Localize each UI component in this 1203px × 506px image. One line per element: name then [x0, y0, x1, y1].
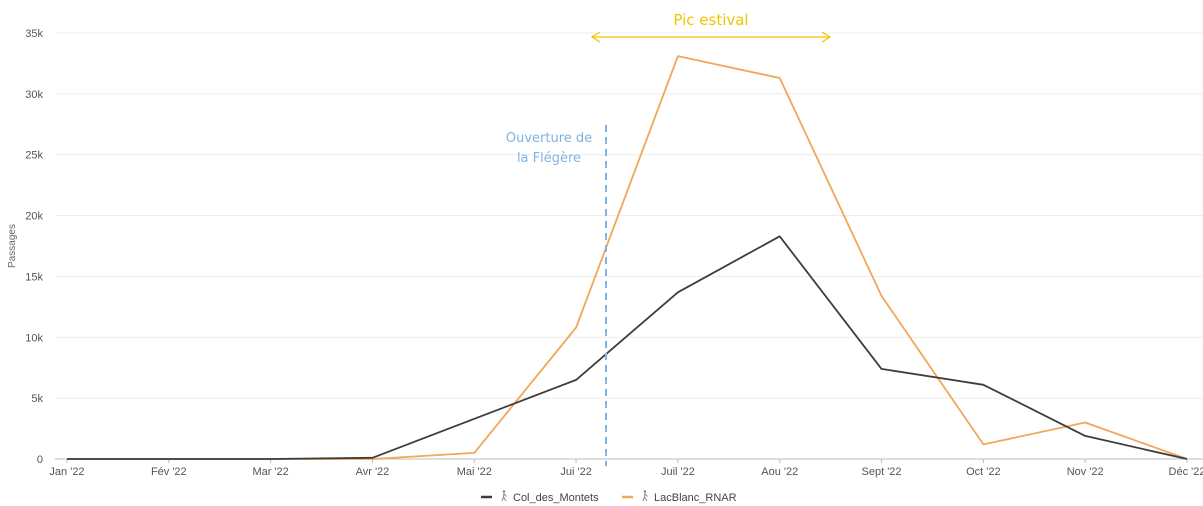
legend-label: Col_des_Montets: [513, 492, 599, 504]
y-axis-title: Passages: [7, 224, 18, 268]
hiker-icon: [642, 490, 648, 502]
legend-label: LacBlanc_RNAR: [654, 492, 737, 504]
x-tick-label: Mar '22: [252, 466, 288, 478]
y-tick-label: 5k: [31, 393, 43, 405]
x-tick-label: Avr '22: [356, 466, 390, 478]
x-tick-label: Fév '22: [151, 466, 187, 478]
x-tick-label: Déc '22: [1169, 466, 1203, 478]
hiker-icon: [501, 490, 507, 502]
x-tick-label: Jan '22: [49, 466, 84, 478]
hiker-icon-head: [643, 490, 647, 493]
hiker-icon-body: [642, 492, 648, 502]
y-tick-label: 15k: [25, 271, 43, 283]
opening-annotation-line-1: Ouverture de: [506, 131, 592, 146]
x-tick-label: Aou '22: [761, 466, 798, 478]
hiker-icon-head: [502, 490, 506, 493]
x-tick-label: Mai '22: [457, 466, 492, 478]
x-tick-label: Jui '22: [560, 466, 591, 478]
summer-peak-arrowhead-left: [590, 31, 601, 43]
y-tick-label: 35k: [25, 28, 43, 40]
y-tick-label: 0: [37, 454, 43, 466]
summer-peak-arrowhead-right: [821, 31, 832, 43]
x-tick-label: Oct '22: [966, 466, 1001, 478]
x-axis-ticks: Jan '22 Fév '22 Mar '22 Avr '22 Mai '22 Jui '…: [49, 466, 1203, 478]
series-lines: [67, 55, 1188, 460]
annotations: Ouverture de la Flégère Pic estival: [506, 11, 832, 466]
y-tick-label: 25k: [25, 150, 43, 162]
legend: Col_des_Montets LacBlanc_RNAR: [481, 490, 737, 504]
y-tick-label: 30k: [25, 89, 43, 101]
y-tick-label: 20k: [25, 211, 43, 223]
x-tick-label: Sept '22: [862, 466, 902, 478]
summer-peak-label: Pic estival: [673, 11, 748, 29]
hiker-icon-body: [501, 492, 507, 502]
series-line: [67, 235, 1188, 460]
y-tick-label: 10k: [25, 332, 43, 344]
x-tick-label: Juil '22: [661, 466, 695, 478]
gridlines: [55, 32, 1203, 463]
opening-annotation-line-2: la Flégère: [517, 151, 581, 166]
y-axis-ticks: 0 5k 10k 15k 20k 25k 30k 35k: [25, 28, 43, 466]
x-tick-label: Nov '22: [1067, 466, 1104, 478]
